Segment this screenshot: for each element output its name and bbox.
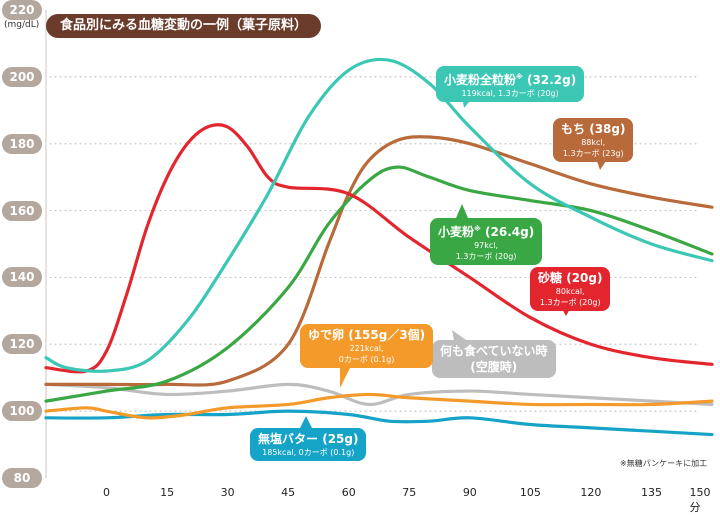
series-info-komugiko-2: 1.3カーボ (20g): [455, 252, 517, 261]
label-mochi: もち (38g) 88kcl, 1.3カーボ (23g): [553, 118, 634, 162]
series-amount-butter: (25g): [322, 432, 359, 446]
series-info-yudetamago-2: 0カーボ (0.1g): [338, 355, 395, 364]
series-info-komugiko-1: 97kcl,: [474, 241, 499, 250]
label-komugiko: 小麦粉※ (26.4g) 97kcl, 1.3カーボ (20g): [430, 218, 543, 265]
series-name-butter: 無塩バター: [258, 432, 319, 446]
label-zenryufun: 小麦粉全粒粉※ (32.2g) 119kcal, 1.3カーボ (20g): [436, 66, 585, 102]
x-tick-label: 45: [281, 486, 296, 499]
y-tick-label: 120: [2, 334, 42, 355]
series-note-mark-komugiko: ※: [474, 225, 481, 233]
series-info-yudetamago-1: 221kcal,: [349, 344, 384, 353]
label-pointer: [456, 204, 468, 218]
x-tick-label: 105: [519, 486, 541, 499]
x-tick-label: 135: [640, 486, 662, 499]
series-amount-komugiko: (26.4g): [485, 225, 535, 239]
y-tick-label: 100: [2, 401, 42, 422]
label-pointer: [300, 416, 312, 428]
series-info-zenryufun: 119kcal, 1.3カーボ (20g): [461, 89, 559, 98]
y-tick-label: 80: [2, 468, 42, 488]
label-sato: 砂糖 (20g) 80kcal, 1.3カーボ (20g): [530, 267, 611, 311]
x-tick-label: 15: [160, 486, 175, 499]
footnote: ※無糖パンケーキに加工: [620, 459, 708, 468]
y-tick-label: 140: [2, 267, 42, 288]
series-name-komugiko: 小麦粉: [438, 225, 475, 239]
series-name-zenryufun: 小麦粉全粒粉: [444, 73, 517, 87]
label-yudetamago: ゆで卵 (155g／3個) 221kcal, 0カーボ (0.1g): [300, 324, 434, 368]
x-tick-label: 30: [220, 486, 235, 499]
label-pointer: [452, 330, 466, 340]
series-line-3: [44, 123, 714, 374]
series-info-sato-2: 1.3カーボ (20g): [539, 298, 601, 307]
x-tick-label: 60: [341, 486, 356, 499]
y-tick-label: 220: [2, 0, 42, 20]
series-name-sato: 砂糖: [538, 271, 563, 285]
series-line-6: [44, 409, 714, 437]
chart-plot-area: [44, 10, 714, 478]
series-amount-yudetamago: (155g／3個): [348, 328, 426, 342]
series-line-0: [44, 57, 714, 373]
series-info-kufukuji: (空腹時): [470, 360, 518, 374]
series-name-mochi: もち: [561, 122, 586, 136]
series-name-kufukuji: 何も食べていない時: [440, 344, 548, 358]
chart-title: 食品別にみる血糖変動の一例（菓子原料）: [46, 14, 322, 38]
label-butter: 無塩バター (25g) 185kcal, 0カーボ (0.1g): [250, 428, 367, 461]
series-info-sato-1: 80kcal,: [555, 287, 585, 296]
series-name-yudetamago: ゆで卵: [308, 328, 345, 342]
y-tick-label: 160: [2, 200, 42, 221]
y-tick-label: 180: [2, 133, 42, 154]
series-amount-zenryufun: (32.2g): [527, 73, 577, 87]
series-note-mark-zenryufun: ※: [516, 73, 523, 81]
series-info-butter: 185kcal, 0カーボ (0.1g): [262, 448, 355, 457]
series-amount-sato: (20g): [566, 271, 603, 285]
series-info-mochi-1: 88kcl,: [581, 138, 606, 147]
series-line-2: [44, 165, 714, 403]
x-tick-label: 90: [462, 486, 477, 499]
label-pointer: [340, 364, 352, 388]
y-tick-label: 200: [2, 66, 42, 87]
series-line-4: [44, 382, 714, 407]
x-tick-label: 75: [402, 486, 417, 499]
series-line-5: [44, 392, 714, 420]
x-tick-label: 150分: [689, 486, 711, 514]
series-amount-mochi: (38g): [589, 122, 626, 136]
series-line-1: [44, 135, 714, 387]
series-info-mochi-2: 1.3カーボ (23g): [562, 149, 624, 158]
x-tick-label: 0: [103, 486, 111, 499]
x-tick-label: 120: [580, 486, 602, 499]
label-kufukuji: 何も食べていない時 (空腹時): [432, 340, 556, 378]
y-axis-unit: (mg/dL): [4, 20, 40, 30]
